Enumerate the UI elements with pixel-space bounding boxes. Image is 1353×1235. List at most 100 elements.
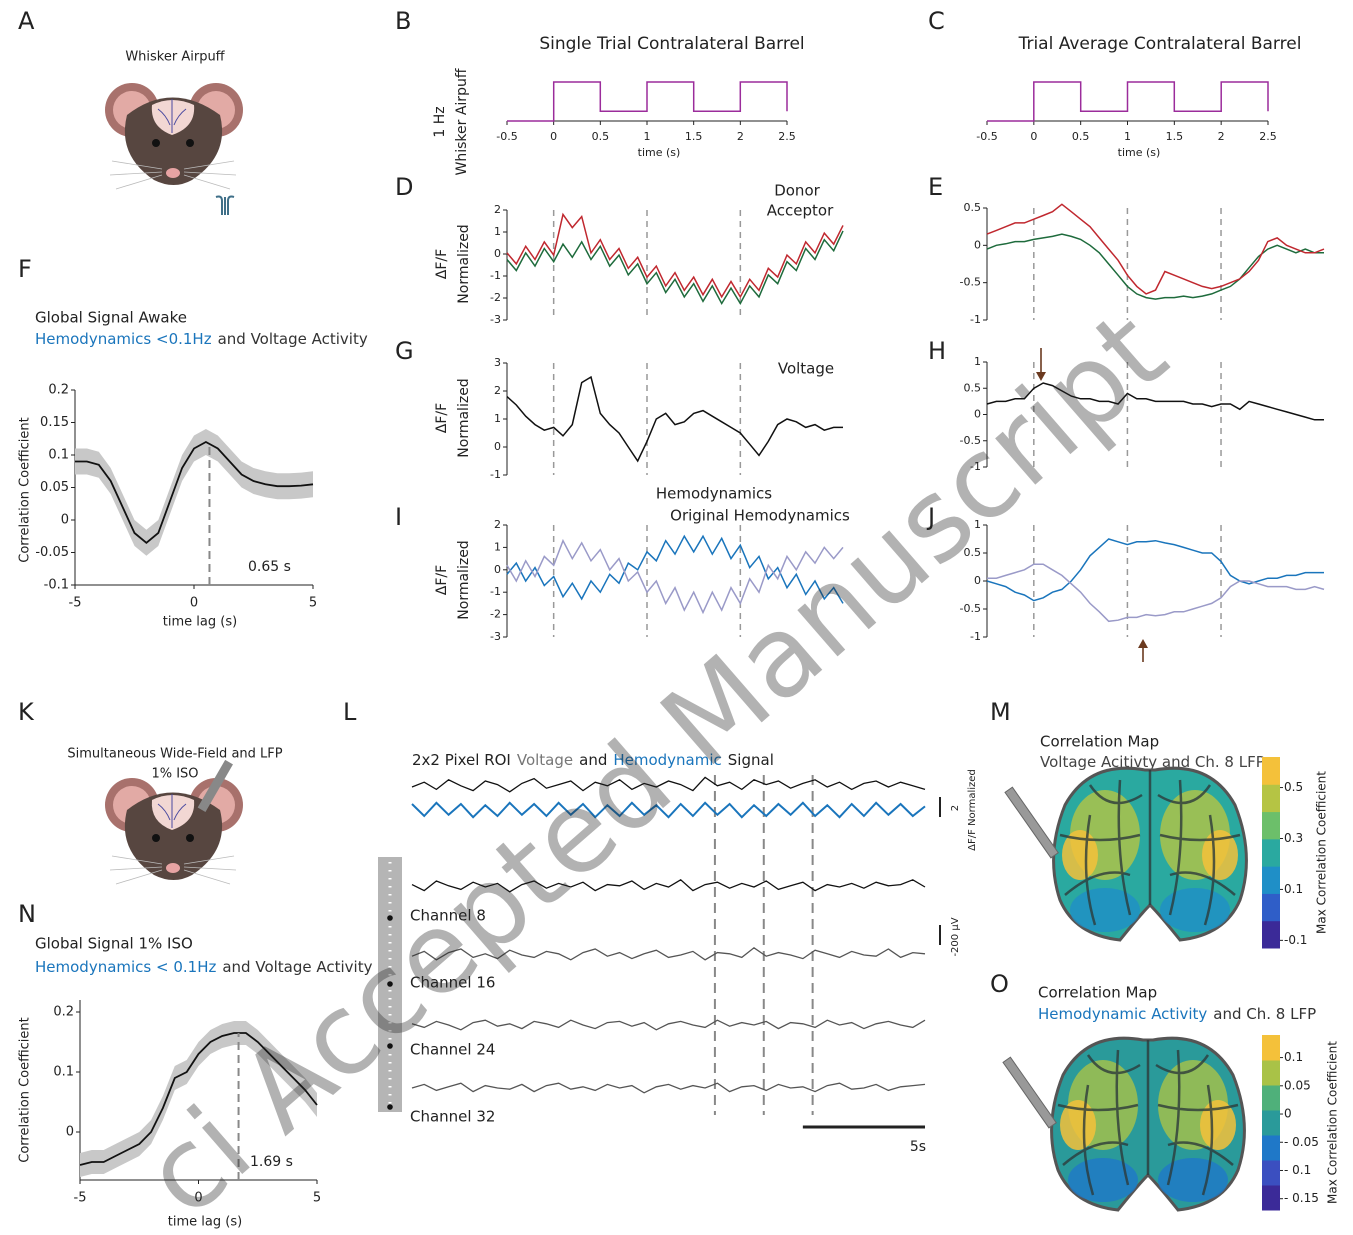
x-tick-label: 0: [194, 1191, 202, 1206]
colorbar-tick-label: 0.1: [1284, 882, 1303, 896]
chart-title: Single Trial Contralateral Barrel: [539, 34, 804, 54]
chart-title: Correlation Map: [1038, 984, 1157, 1002]
colorbar-label: Max Correlation Coefficient: [1326, 1041, 1340, 1204]
y-tick-label: 0.15: [40, 415, 69, 430]
x-tick-label: 1.5: [1166, 130, 1184, 143]
y-tick-label: 0: [66, 1125, 74, 1140]
y-tick-label: -1: [970, 313, 981, 326]
y-axis-label: Normalized: [456, 378, 472, 457]
legend-label: Voltage: [778, 360, 834, 378]
y-axis-label: Normalized: [456, 540, 472, 619]
x-tick-label: -5: [69, 596, 82, 611]
subtitle-part: and Voltage Activity: [222, 958, 372, 976]
channel-label: Channel 16: [410, 974, 495, 992]
colorbar-segment: [1262, 784, 1280, 812]
y-tick-label: 1: [494, 225, 501, 238]
channel-label: Channel 24: [410, 1041, 495, 1059]
line-series: [507, 541, 843, 613]
airpuff-icon: [216, 197, 234, 216]
legend-label: Acceptor: [767, 202, 834, 220]
line-series: [987, 383, 1324, 420]
scale-label: -200 µV: [950, 917, 961, 956]
x-tick-label: -0.5: [496, 130, 517, 143]
y-tick-label: -1: [490, 585, 501, 598]
probe: [1003, 1057, 1056, 1128]
subtitle-part: Hemodynamics < 0.1Hz: [35, 958, 216, 976]
caption: 1% ISO: [151, 767, 198, 782]
panel-letter: G: [395, 337, 414, 365]
brain-map: [1003, 1038, 1244, 1210]
colorbar-segment: [1262, 1160, 1280, 1186]
y-axis-label: ΔF/F: [434, 565, 450, 595]
colorbar-label: Max Correlation Coefficient: [1315, 771, 1329, 934]
subtitle: Hemodynamics < 0.1Hz and Voltage Activity: [35, 958, 373, 976]
y-tick-label: -2: [490, 291, 501, 304]
subtitle-part: and: [579, 751, 607, 769]
y-tick-label: -1: [970, 630, 981, 643]
y-tick-label: -0.5: [960, 602, 981, 615]
y-tick-label: -0.5: [960, 434, 981, 447]
subtitle-part: 2x2 Pixel ROI: [412, 751, 511, 769]
x-tick-label: 0: [190, 596, 198, 611]
channel-label: Channel 8: [410, 907, 486, 925]
legend-label: Original Hemodynamics: [670, 507, 850, 525]
y-tick-label: -2: [490, 608, 501, 621]
y-tick-label: -3: [490, 630, 501, 643]
colorbar-tick-label: 0.05: [1284, 1078, 1311, 1092]
mouse: [105, 83, 243, 189]
y-axis-label: Normalized: [456, 224, 472, 303]
line-series: [507, 377, 843, 461]
y-tick-label: 2: [494, 518, 501, 531]
subtitle: Hemodynamic Activityand Ch. 8 LFP: [1038, 1005, 1316, 1023]
y-tick-label: 2: [494, 384, 501, 397]
y-tick-label: 1: [494, 412, 501, 425]
x-axis-label: time (s): [638, 146, 681, 159]
panel-letter: M: [990, 698, 1011, 726]
y-tick-label: 0.1: [53, 1065, 74, 1080]
line-series: [507, 536, 843, 603]
colorbar-segment: [1262, 1185, 1280, 1211]
y-tick-label: 0.2: [53, 1005, 74, 1020]
x-tick-label: 5: [309, 596, 317, 611]
y-tick-label: 0: [494, 440, 501, 453]
brain-map: [1005, 768, 1246, 940]
x-tick-label: 2: [737, 130, 744, 143]
y-axis-label: Correlation Coefficient: [18, 1017, 33, 1163]
line-series: [987, 204, 1324, 294]
panel-letter: B: [395, 7, 411, 35]
x-axis-label: time (s): [1118, 146, 1161, 159]
y-tick-label: -0.5: [960, 276, 981, 289]
colorbar-segment: [1262, 812, 1280, 840]
colorbar-segment: [1262, 866, 1280, 894]
colorbar-segment: [1262, 839, 1280, 867]
line-series: [987, 564, 1324, 621]
panel-letter: D: [395, 173, 413, 201]
y-tick-label: 0.5: [964, 381, 982, 394]
y-tick-label: -1: [970, 460, 981, 473]
y-axis-label: Whisker Airpuff: [454, 68, 470, 175]
x-tick-label: 2.5: [778, 130, 796, 143]
channel-label: Channel 32: [410, 1108, 495, 1126]
y-tick-label: 0.1: [48, 448, 69, 463]
y-tick-label: 0: [61, 513, 69, 528]
trace: [412, 948, 925, 960]
y-tick-label: 0.5: [964, 201, 982, 214]
trace: [412, 1020, 925, 1030]
y-tick-label: 0.2: [48, 383, 69, 398]
subtitle: Voltage Acitivty and Ch. 8 LFP: [1040, 753, 1265, 771]
y-axis-label: 1 Hz: [432, 106, 448, 137]
panel-letter: J: [926, 503, 935, 531]
subtitle-part: Voltage: [517, 751, 573, 769]
y-tick-label: 0: [494, 563, 501, 576]
x-tick-label: 2: [1218, 130, 1225, 143]
trace: [412, 1083, 925, 1093]
scale-label: 5s: [910, 1139, 926, 1155]
colorbar-segment: [1262, 1035, 1280, 1061]
colorbar-tick-label: -0.1: [1284, 933, 1307, 947]
colorbar-segment: [1262, 893, 1280, 921]
colorbar-tick-label: 0: [1284, 1107, 1292, 1121]
trace: [412, 803, 925, 817]
colorbar-segment: [1262, 1110, 1280, 1136]
legend-label: Donor: [774, 182, 820, 200]
x-tick-label: 1: [644, 130, 651, 143]
